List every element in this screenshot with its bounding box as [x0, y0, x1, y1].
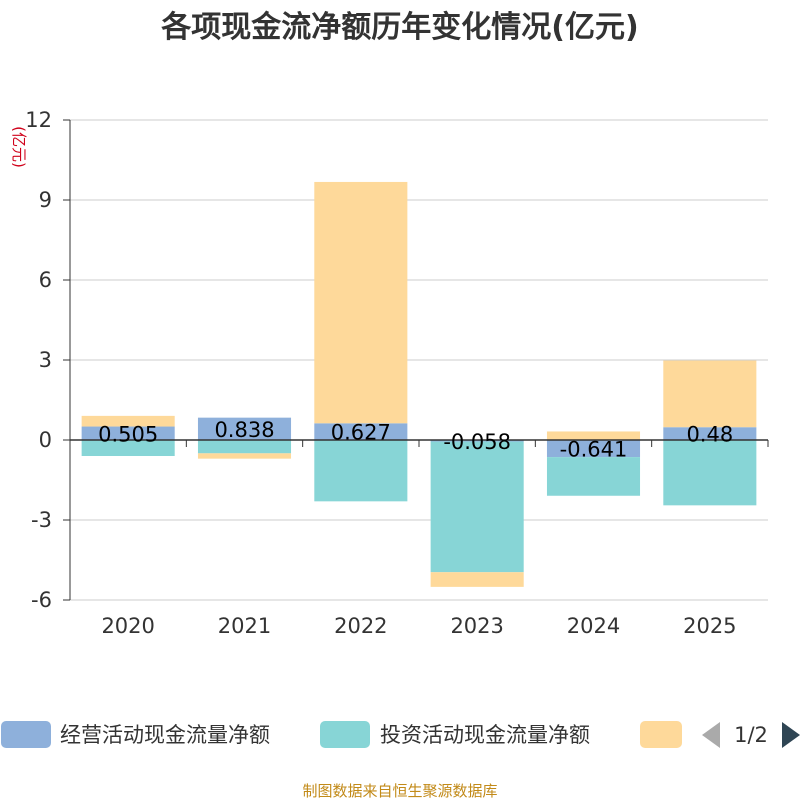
x-tick-label: 2022	[334, 614, 387, 638]
y-tick-label: 12	[25, 108, 52, 132]
axes: -6 -3 0 3 6 9 12 2020 2021 2022 2023 2024 2025	[25, 108, 769, 638]
x-tick-label: 2024	[567, 614, 620, 638]
bar-series0-2021[interactable]	[197, 417, 292, 440]
bar-series1-2020[interactable]	[81, 440, 175, 456]
y-tick-label: -6	[31, 588, 52, 612]
y-tick-label: 0	[39, 428, 52, 452]
bar-series2-2023[interactable]	[430, 572, 524, 587]
bar-series0-2020[interactable]	[81, 426, 175, 440]
bar-series2-2024[interactable]	[546, 431, 641, 440]
legend-label-operating[interactable]: 经营活动现金流量净额	[60, 723, 270, 747]
legend-swatch-operating[interactable]	[1, 721, 51, 748]
y-axis-unit: (亿元)	[10, 126, 28, 168]
bar-series0-2025[interactable]	[663, 427, 757, 440]
data-labels: 0.505 0.838 0.627 -0.058 -0.641 0.48	[98, 418, 733, 462]
y-tick-label: -3	[31, 508, 52, 532]
bars	[81, 181, 757, 587]
x-tick-label: 2025	[683, 614, 736, 638]
bar-series2-2021[interactable]	[197, 453, 292, 459]
bar-series1-2023[interactable]	[430, 441, 524, 573]
legend-prev-page-icon[interactable]	[702, 722, 720, 748]
grid	[70, 119, 768, 601]
bar-series2-2022[interactable]	[314, 181, 408, 424]
legend-label-investing[interactable]: 投资活动现金流量净额	[380, 723, 590, 747]
data-label: 0.838	[214, 418, 274, 442]
bar-series1-2021[interactable]	[197, 440, 292, 454]
bar-series1-2024[interactable]	[546, 457, 641, 496]
bar-series1-2022[interactable]	[314, 440, 408, 502]
data-label: -0.058	[443, 430, 511, 454]
legend: 经营活动现金流量净额 投资活动现金流量净额 1/2	[1, 721, 800, 748]
x-tick-label: 2023	[450, 614, 503, 638]
x-tick-label: 2020	[101, 614, 154, 638]
legend-swatch-investing[interactable]	[320, 721, 370, 748]
legend-swatch-financing[interactable]	[640, 721, 682, 748]
data-label: 0.48	[686, 423, 733, 447]
legend-next-page-icon[interactable]	[782, 722, 800, 748]
source-note: 制图数据来自恒生聚源数据库	[302, 782, 497, 800]
data-label: 0.505	[98, 422, 158, 446]
bar-series0-2023[interactable]	[430, 440, 524, 442]
bar-series0-2022[interactable]	[314, 423, 408, 440]
bar-series0-2024[interactable]	[546, 440, 641, 458]
y-tick-label: 6	[39, 268, 52, 292]
data-label: -0.641	[560, 438, 628, 462]
x-tick-label: 2021	[218, 614, 271, 638]
bar-series2-2025[interactable]	[663, 360, 757, 428]
y-tick-label: 3	[39, 348, 52, 372]
bar-series2-2020[interactable]	[81, 415, 175, 427]
y-tick-label: 9	[39, 188, 52, 212]
legend-page-indicator: 1/2	[734, 723, 768, 747]
bar-series1-2025[interactable]	[663, 440, 757, 506]
data-label: 0.627	[331, 421, 391, 445]
chart-title: 各项现金流净额历年变化情况(亿元)	[160, 10, 638, 45]
